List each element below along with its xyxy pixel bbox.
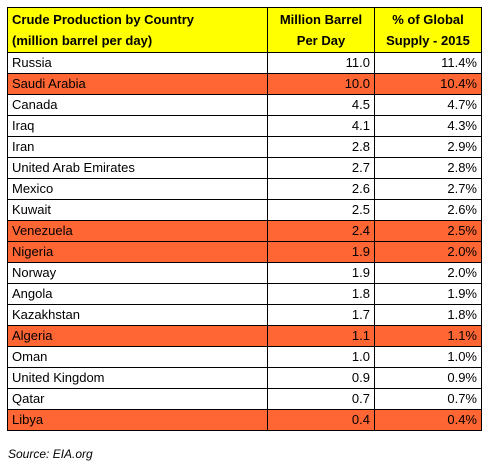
global-share-cell: 0.4% [374,409,482,431]
table-row: Russia 11.0 11.4% [7,52,482,74]
global-share-cell: 10.4% [374,73,482,95]
global-share-cell: 2.9% [374,136,482,158]
country-cell: Iraq [7,115,268,137]
global-share-cell: 1.0% [374,346,482,368]
global-share-cell: 2.0% [374,262,482,284]
global-share-cell: 2.8% [374,157,482,179]
million-barrel-cell: 1.1 [267,325,375,347]
million-barrel-cell: 2.8 [267,136,375,158]
million-barrel-cell: 1.8 [267,283,375,305]
header-country-line1: Crude Production by Country [12,12,194,27]
header-country-line2: (million barrel per day) [12,33,153,48]
table-row: Iraq 4.1 4.3% [7,115,482,137]
global-share-cell: 11.4% [374,52,482,74]
table-row: Libya 0.4 0.4% [7,409,482,431]
crude-production-table: Crude Production by Country (million bar… [7,7,482,431]
million-barrel-cell: 1.9 [267,241,375,263]
million-barrel-cell: 1.7 [267,304,375,326]
header-million-barrel-per-day: Million Barrel Per Day [267,7,375,53]
header-mbd-line1: Million Barrel [279,12,363,27]
million-barrel-cell: 4.1 [267,115,375,137]
crude-production-sheet: Crude Production by Country (million bar… [7,7,482,431]
million-barrel-cell: 0.9 [267,367,375,389]
million-barrel-cell: 2.4 [267,220,375,242]
table-row: Qatar 0.7 0.7% [7,388,482,410]
global-share-cell: 0.9% [374,367,482,389]
table-row: Mexico 2.6 2.7% [7,178,482,200]
table-body: Russia 11.0 11.4% Saudi Arabia 10.0 10.4… [7,52,482,431]
country-cell: Oman [7,346,268,368]
country-cell: Mexico [7,178,268,200]
global-share-cell: 2.6% [374,199,482,221]
global-share-cell: 4.7% [374,94,482,116]
header-percent-global-supply: % of Global Supply - 2015 [374,7,482,53]
million-barrel-cell: 1.9 [267,262,375,284]
global-share-cell: 0.7% [374,388,482,410]
country-cell: Iran [7,136,268,158]
million-barrel-cell: 2.6 [267,178,375,200]
million-barrel-cell: 10.0 [267,73,375,95]
global-share-cell: 1.9% [374,283,482,305]
source-note: Source: EIA.org [8,447,93,461]
global-share-cell: 2.7% [374,178,482,200]
country-cell: Saudi Arabia [7,73,268,95]
million-barrel-cell: 0.4 [267,409,375,431]
country-cell: Venezuela [7,220,268,242]
country-cell: Canada [7,94,268,116]
country-cell: Norway [7,262,268,284]
country-cell: Angola [7,283,268,305]
table-header-row: Crude Production by Country (million bar… [7,7,482,53]
global-share-cell: 2.0% [374,241,482,263]
table-row: Kazakhstan 1.7 1.8% [7,304,482,326]
header-country: Crude Production by Country (million bar… [7,7,268,53]
table-row: Canada 4.5 4.7% [7,94,482,116]
million-barrel-cell: 2.7 [267,157,375,179]
country-cell: United Kingdom [7,367,268,389]
table-row: Angola 1.8 1.9% [7,283,482,305]
header-pct-line2: Supply - 2015 [386,33,470,48]
global-share-cell: 4.3% [374,115,482,137]
table-row: Saudi Arabia 10.0 10.4% [7,73,482,95]
global-share-cell: 1.1% [374,325,482,347]
country-cell: Kazakhstan [7,304,268,326]
million-barrel-cell: 2.5 [267,199,375,221]
million-barrel-cell: 1.0 [267,346,375,368]
header-mbd-line2: Per Day [296,33,346,48]
country-cell: Russia [7,52,268,74]
million-barrel-cell: 0.7 [267,388,375,410]
table-row: Venezuela 2.4 2.5% [7,220,482,242]
table-row: Oman 1.0 1.0% [7,346,482,368]
table-row: Iran 2.8 2.9% [7,136,482,158]
country-cell: Kuwait [7,199,268,221]
country-cell: United Arab Emirates [7,157,268,179]
table-row: United Arab Emirates 2.7 2.8% [7,157,482,179]
table-row: Norway 1.9 2.0% [7,262,482,284]
country-cell: Qatar [7,388,268,410]
country-cell: Algeria [7,325,268,347]
million-barrel-cell: 11.0 [267,52,375,74]
table-row: Kuwait 2.5 2.6% [7,199,482,221]
table-row: Nigeria 1.9 2.0% [7,241,482,263]
header-pct-line1: % of Global [392,12,464,27]
table-row: Algeria 1.1 1.1% [7,325,482,347]
country-cell: Libya [7,409,268,431]
global-share-cell: 2.5% [374,220,482,242]
table-row: United Kingdom 0.9 0.9% [7,367,482,389]
million-barrel-cell: 4.5 [267,94,375,116]
global-share-cell: 1.8% [374,304,482,326]
country-cell: Nigeria [7,241,268,263]
